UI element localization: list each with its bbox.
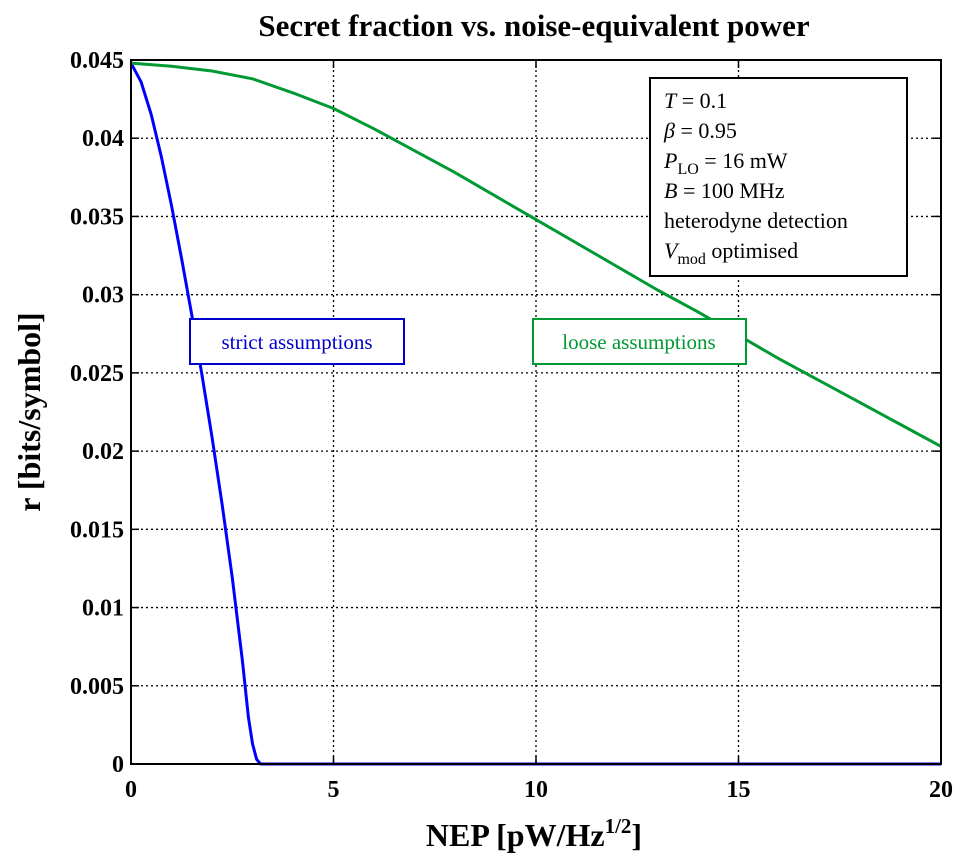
y-tick-label: 0.04 [82,126,124,152]
x-tick-label: 20 [929,777,953,803]
ticks [130,59,942,765]
y-tick-label: 0.015 [70,517,124,543]
y-tick-label: 0.005 [70,674,124,700]
annotation-strict: strict assumptions [221,330,372,354]
series-line-1 [130,61,942,448]
y-tick-label: 0.03 [82,283,124,309]
x-axis-label: NEP [pW/Hz1/2] [426,814,642,853]
y-tick-label: 0.025 [70,361,124,387]
param-plo: PLO = 16 mW [663,148,788,178]
parameter-box [649,77,908,277]
param-vmod: Vmod optimised [664,238,798,268]
annotation-loose: loose assumptions [562,330,715,354]
y-tick-label: 0.035 [70,204,124,230]
param-b: B = 100 MHz [664,178,785,203]
annotation-loose-box [532,318,747,365]
param-t: T = 0.1 [664,88,727,113]
param-beta: β = 0.95 [663,118,737,143]
x-tick-label: 0 [125,777,137,803]
y-tick-label: 0.01 [82,596,124,622]
annotation-strict-box [189,318,405,365]
chart-title: Secret fraction vs. noise-equivalent pow… [258,8,810,43]
param-detection: heterodyne detection [664,208,848,233]
x-tick-label: 15 [727,777,751,803]
x-tick-label: 5 [328,777,340,803]
x-tick-label: 10 [524,777,548,803]
tick-labels: 0 5 10 15 20 0 0.005 0.01 0.015 0.02 0.025 0.03 0.03… [70,48,953,803]
y-tick-label: 0.045 [70,48,124,74]
y-axis-label: r [bits/symbol] [11,312,47,511]
y-tick-label: 0.02 [82,439,124,465]
y-tick-label: 0 [112,752,124,778]
